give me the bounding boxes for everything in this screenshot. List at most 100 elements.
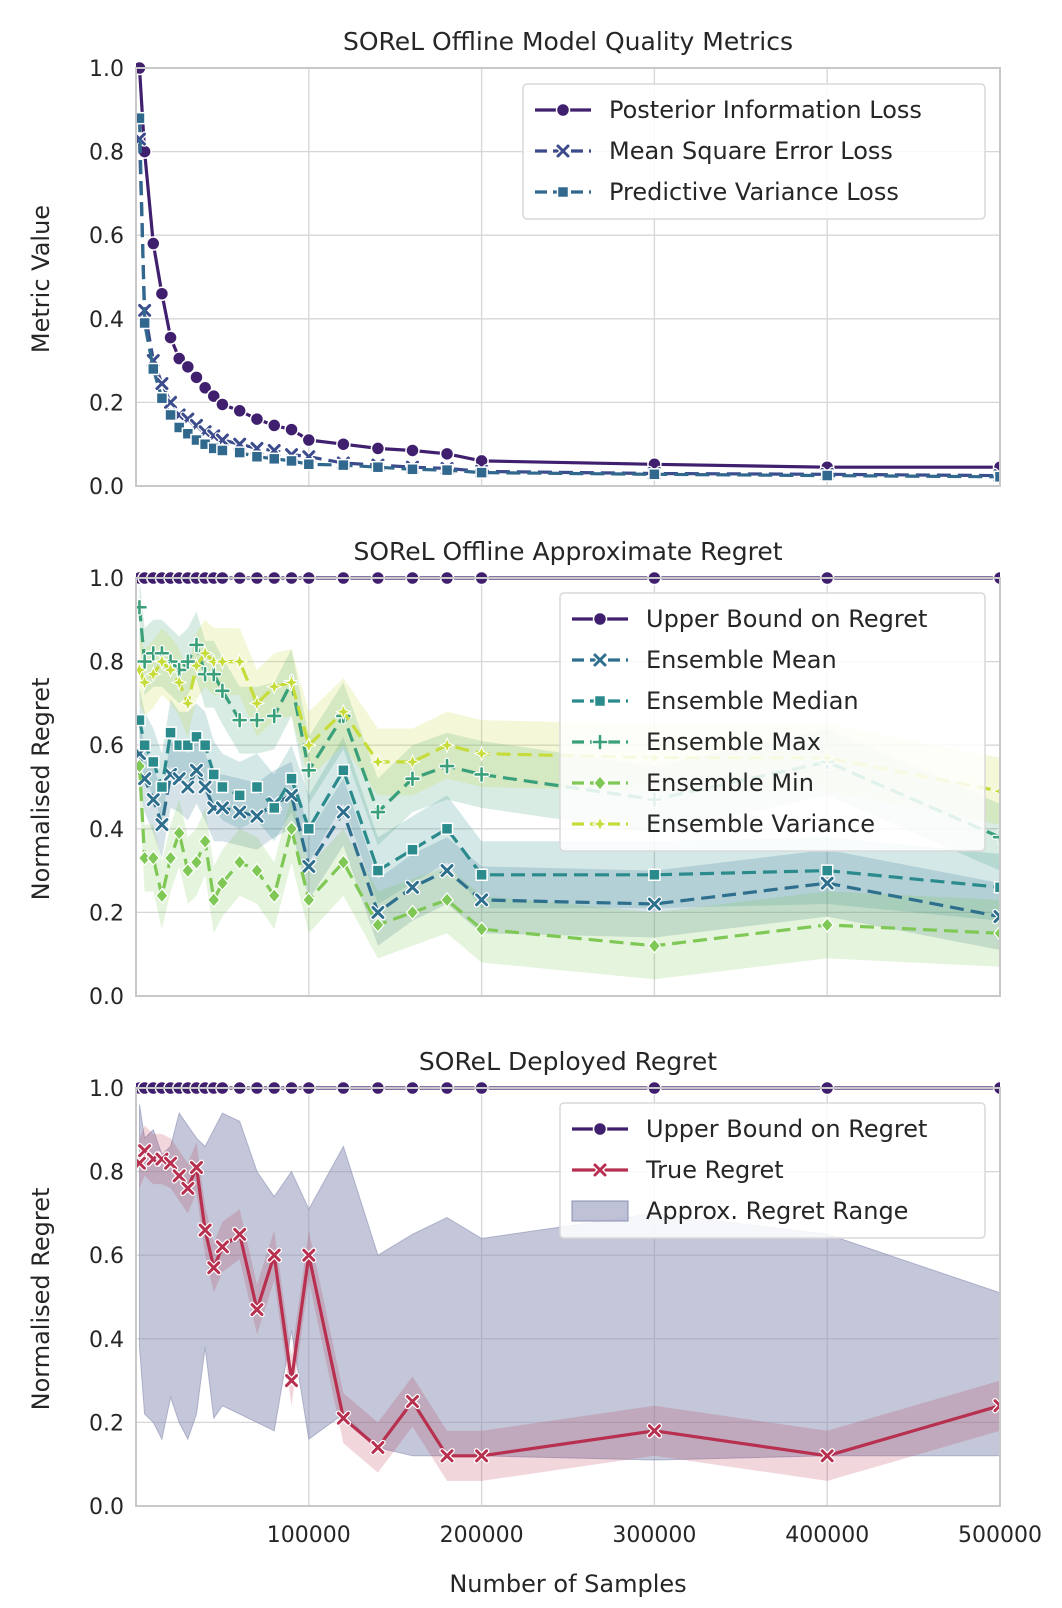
data-point [301,858,317,875]
legend-marker [555,102,571,118]
plot-frame [135,577,1001,997]
data-point [473,745,490,762]
data-point [369,753,387,771]
data-point [188,762,205,779]
data-point [370,441,386,456]
data-point [337,458,350,472]
data-point [136,661,148,679]
legend-label: Posterior Information Loss [609,96,922,124]
data-point [438,757,456,775]
series-line [137,719,1000,889]
legend-label: Predictive Variance Loss [609,178,899,206]
y-tick-label: 0.2 [89,391,124,416]
data-point [171,1168,187,1184]
data-point [991,782,1000,800]
data-point [284,820,299,837]
legend-label: Approx. Regret Range [646,1197,908,1225]
range-band [139,1104,1000,1461]
data-point [820,917,834,933]
chart-title: SOReL Offline Model Quality Metrics [343,27,793,56]
data-point [136,674,153,691]
y-tick-label: 0.6 [89,224,124,249]
legend-label: Upper Bound on Regret [646,605,927,633]
data-point [646,896,663,912]
y-tick-label: 1.0 [89,567,124,592]
data-point [170,674,188,691]
x-tick-label: 400000 [785,1523,869,1548]
data-point [337,764,350,777]
data-point [233,446,246,459]
plot-frame [135,1087,1001,1507]
x-tick-label: 500000 [958,1523,1042,1548]
data-point [189,854,204,871]
data-point [646,1423,663,1439]
data-point [136,598,148,616]
chart-title: SOReL Deployed Regret [419,1047,717,1076]
data-point [819,1448,835,1464]
data-point [154,286,170,301]
data-point [302,822,316,836]
data-point [154,375,170,392]
legend-marker [591,815,609,833]
data-point [162,1155,179,1171]
y-tick-label: 0.6 [89,734,124,759]
data-point [249,808,265,825]
data-point [189,370,204,385]
data-point [440,463,454,477]
legend-item: Predictive Variance Loss [535,178,899,206]
y-tick-label: 0.2 [89,901,124,926]
series-line [137,766,1000,948]
data-point [993,470,1000,484]
data-point [474,921,489,938]
data-point [179,695,197,712]
data-point [266,418,282,433]
data-point [406,463,419,476]
data-point [369,803,387,821]
data-point [188,657,205,675]
data-point [180,779,196,795]
series-line [137,753,1000,919]
data-point [405,443,420,458]
plot-frame [135,67,1001,487]
data-point [231,804,248,820]
legend-label: Ensemble Mean [646,646,837,674]
data-point [179,653,197,671]
data-point [404,1393,421,1410]
data-point [473,765,491,783]
data-point [196,644,214,662]
data-point [647,937,662,954]
data-point [214,1239,231,1255]
data-point [187,636,205,654]
y-tick-label: 0.6 [89,1244,124,1269]
y-tick-label: 0.4 [89,818,124,843]
legend-item: Mean Square Error Loss [535,137,893,165]
y-axis-label: Normalised Regret [27,1188,55,1411]
legend-marker [592,1162,608,1178]
data-point [404,879,421,896]
data-point [180,1180,196,1197]
data-point [188,1159,205,1176]
x-tick-label: 300000 [612,1523,696,1548]
data-point [214,800,231,816]
legend-box [559,592,986,852]
data-point [248,711,266,729]
legend-marker [591,733,609,751]
y-tick-label: 0.0 [89,475,124,500]
data-point [648,468,661,481]
data-point [475,868,488,882]
data-point [153,653,171,670]
data-point [403,770,421,788]
data-point [190,730,203,744]
data-point [991,828,1000,846]
data-point [136,653,154,671]
data-point [335,804,352,820]
data-point [439,1448,455,1464]
legend-item: Upper Bound on Regret [572,1115,927,1143]
data-point [180,359,196,375]
data-point [993,881,1000,894]
panel-model-quality: SOReL Offline Model Quality Metrics Metr… [27,27,1001,500]
series-layer [136,60,1000,484]
data-point [215,875,230,892]
legend-item: Approx. Regret Range [571,1197,908,1225]
data-point [207,768,221,781]
